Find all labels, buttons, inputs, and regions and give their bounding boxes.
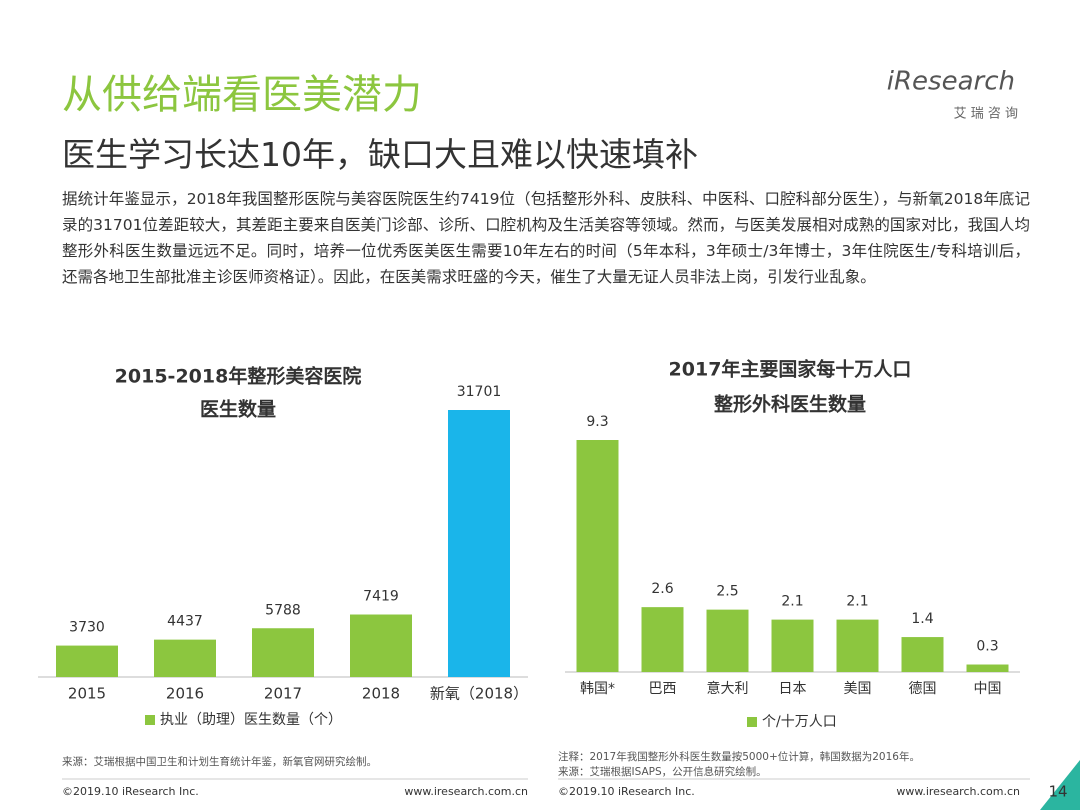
bar (771, 619, 814, 672)
legend-label: 执业（助理）医生数量（个） (160, 712, 342, 728)
x-tick-label: 韩国* (580, 681, 615, 697)
logo: iResearch (887, 67, 1015, 97)
value-label: 0.3 (976, 639, 998, 655)
x-tick-label: 新氧（2018） (430, 685, 528, 703)
bar (252, 628, 314, 677)
x-tick-label: 中国 (974, 681, 1002, 697)
x-tick-label: 巴西 (649, 681, 677, 697)
value-label: 2.1 (846, 594, 868, 610)
bar (641, 607, 684, 672)
chart-title: 2015-2018年整形美容医院 (115, 365, 362, 388)
chart-title: 整形外科医生数量 (714, 393, 866, 416)
note: 来源：艾瑞根据中国卫生和计划生育统计年鉴，新氧官网研究绘制。 (62, 755, 377, 768)
chart-title: 2017年主要国家每十万人口 (669, 358, 912, 381)
bar (576, 440, 619, 672)
x-tick-label: 2016 (166, 685, 204, 703)
x-tick-label: 2015 (68, 685, 106, 703)
bar (448, 410, 510, 677)
value-label: 4437 (167, 614, 203, 630)
value-label: 2.1 (781, 594, 803, 610)
page-badge (1040, 760, 1080, 810)
bar (56, 645, 118, 677)
body-text: 据统计年鉴显示，2018年我国整形医院与美容医院医生约7419位（包括整形外科、… (62, 190, 1030, 286)
value-label: 9.3 (586, 414, 608, 430)
chart-title: 医生数量 (200, 398, 276, 421)
bar (350, 614, 412, 677)
value-label: 5788 (265, 602, 301, 618)
title: 从供给端看医美潜力 (62, 72, 422, 118)
note: 注释：2017年我国整形外科医生数量按5000+位计算，韩国数据为2016年。 (558, 750, 920, 763)
x-tick-label: 意大利 (707, 680, 749, 697)
x-tick-label: 日本 (779, 681, 807, 697)
logo-sub: 艾 瑞 咨 询 (954, 107, 1018, 122)
value-label: 2.6 (651, 581, 673, 597)
page-number: 14 (1048, 783, 1067, 801)
x-tick-label: 美国 (844, 681, 872, 697)
bar (836, 619, 879, 672)
copyright: ©2019.10 iResearch Inc. (62, 785, 199, 798)
legend-swatch (145, 715, 155, 725)
url: www.iresearch.com.cn (404, 785, 528, 798)
value-label: 31701 (457, 384, 502, 400)
value-label: 3730 (69, 620, 105, 636)
bar (966, 664, 1009, 672)
bar (154, 639, 216, 677)
value-label: 1.4 (911, 611, 933, 627)
x-tick-label: 2017 (264, 685, 302, 703)
value-label: 7419 (363, 589, 399, 605)
bar (901, 637, 944, 672)
subtitle: 医生学习长达10年，缺口大且难以快速填补 (62, 135, 698, 174)
x-tick-label: 德国 (909, 681, 937, 697)
legend-swatch (747, 717, 757, 727)
copyright: ©2019.10 iResearch Inc. (558, 785, 695, 798)
x-tick-label: 2018 (362, 685, 400, 703)
note: 来源：艾瑞根据ISAPS，公开信息研究绘制。 (558, 765, 767, 778)
url: www.iresearch.com.cn (896, 785, 1020, 798)
value-label: 2.5 (716, 584, 738, 600)
bar (706, 609, 749, 672)
legend-label: 个/十万人口 (762, 714, 837, 730)
